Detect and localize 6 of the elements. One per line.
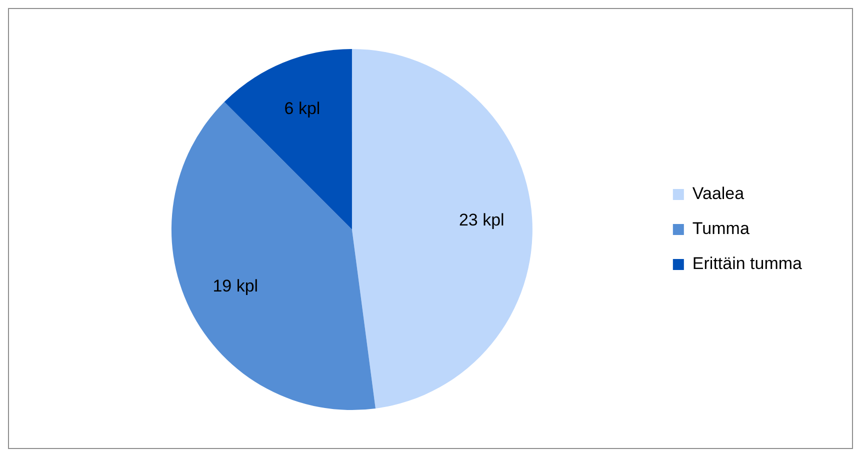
data-label: 6 kpl <box>284 99 320 118</box>
legend-label: Tumma <box>692 219 750 238</box>
data-label: 23 kpl <box>458 210 504 230</box>
legend-label: Vaalea <box>692 184 745 204</box>
data-label: 19 kpl <box>212 276 258 296</box>
legend-label: Erittäin tumma <box>692 254 803 274</box>
